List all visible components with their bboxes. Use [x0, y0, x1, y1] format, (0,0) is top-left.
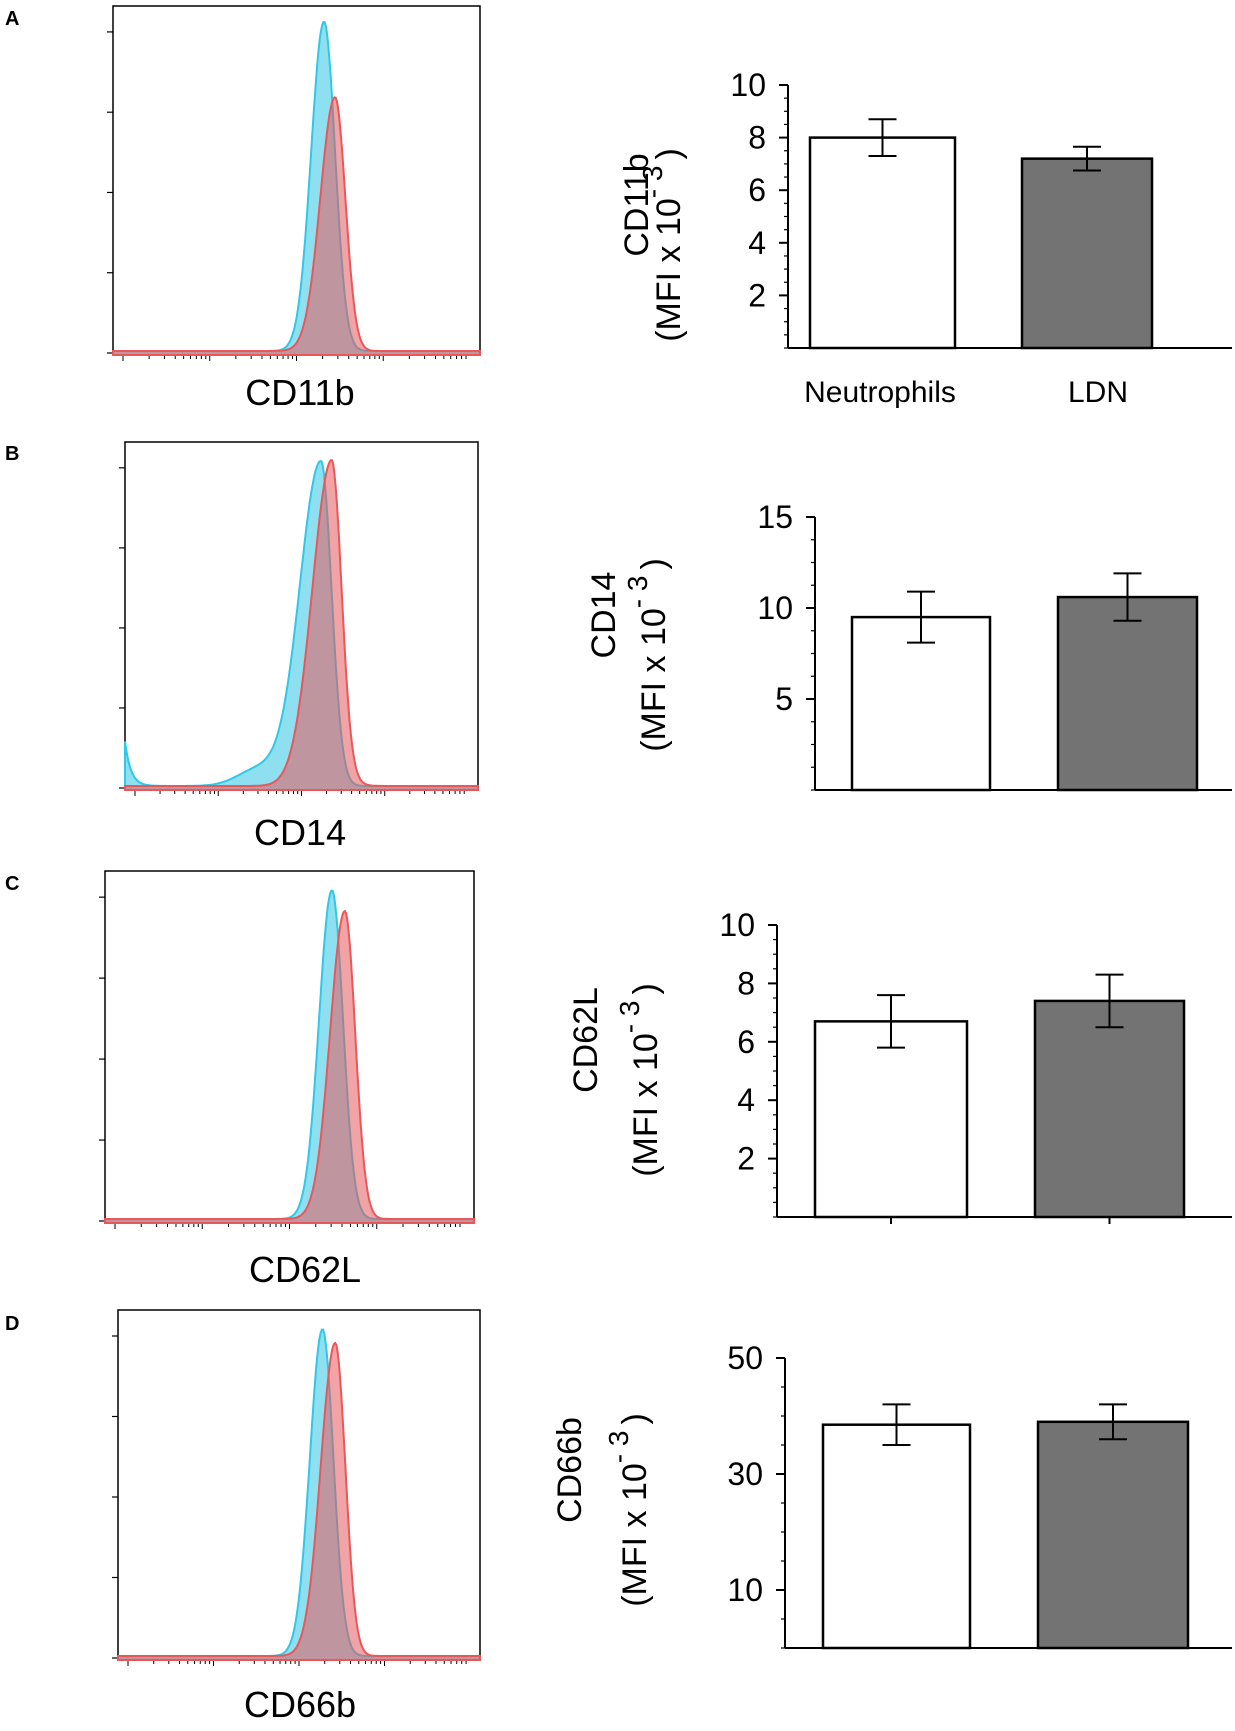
y-axis-label-units: (MFI x 10- 3) [614, 983, 665, 1177]
y-axis-label-units-text: (MFI x 10 [635, 608, 673, 752]
y-axis-label-close: ) [627, 983, 665, 994]
y-tick-label: 5 [775, 681, 793, 717]
y-axis-label-exponent: - 3 [603, 1431, 634, 1464]
histogram-frame [112, 5, 481, 356]
y-axis-label: CD66b [551, 1417, 589, 1523]
ldn-bar [1056, 595, 1199, 792]
y-tick-label: 30 [727, 1456, 763, 1492]
y-tick-label: 4 [748, 225, 766, 261]
y-axis-label: CD62L [567, 987, 605, 1093]
y-axis-label-units-text: (MFI x 10 [616, 1463, 654, 1607]
y-axis-label-close: ) [616, 1413, 654, 1424]
y-tick-label: 2 [748, 277, 766, 313]
y-axis-label-exponent: - 3 [637, 166, 668, 199]
histogram-x-label: CD62L [249, 1249, 361, 1290]
panel-b: B CD14 [5, 441, 479, 853]
histogram-x-label: CD14 [254, 812, 346, 853]
panel-c: C CD62L [5, 870, 475, 1290]
y-axis-label-units-text: (MFI x 10 [627, 1033, 665, 1177]
y-axis-label-exponent: - 3 [614, 1001, 645, 1034]
histogram: CD62L [99, 870, 475, 1290]
histogram: CD14 [119, 441, 479, 853]
histogram-frame [104, 870, 475, 1224]
y-tick-label: 2 [737, 1141, 755, 1177]
ldn-histogram [117, 1341, 481, 1661]
ldn-bar [1033, 999, 1186, 1219]
y-axis-label-exponent: - 3 [622, 576, 653, 609]
histogram-x-label: CD11b [245, 372, 354, 413]
neutrophils-bar [821, 1423, 972, 1650]
neutrophils-bar [850, 615, 992, 792]
y-tick-label: 10 [730, 67, 766, 103]
neutrophils-bar [813, 1020, 969, 1219]
y-tick-label: 8 [748, 120, 766, 156]
histogram: CD66b [112, 1309, 481, 1725]
y-tick-label: 10 [757, 590, 793, 626]
y-axis-label-units: (MFI x 10- 3) [603, 1413, 654, 1607]
y-axis-label-close: ) [635, 558, 673, 569]
y-axis-label-units-text: (MFI x 10 [650, 198, 688, 342]
neutrophils-bar [808, 136, 957, 350]
y-axis-label-close: ) [650, 148, 688, 159]
y-tick-label: 15 [757, 499, 793, 535]
ldn-bar [1020, 157, 1154, 350]
y-tick-label: 6 [737, 1024, 755, 1060]
category-label: LDN [1068, 376, 1128, 409]
bar-chart-a: 2 4 6 8 10 Neutrophils LDN CD11b(MFI x 10- 3) [618, 67, 1232, 409]
category-label: Neutrophils [804, 376, 956, 409]
y-tick-label: 10 [727, 1572, 763, 1608]
y-axis-label: CD11b [618, 153, 656, 256]
bar-chart-d: 10 30 50 CD66b (MFI x 10- 3) [551, 1340, 1232, 1650]
ldn-histogram [104, 909, 475, 1224]
panel-letter: B [5, 443, 19, 465]
y-tick-label: 10 [719, 907, 755, 943]
panel-letter: D [5, 1313, 19, 1335]
y-tick-label: 50 [727, 1340, 763, 1376]
histogram-x-label: CD66b [244, 1684, 356, 1725]
y-tick-label: 8 [737, 965, 755, 1001]
y-tick-label: 4 [737, 1082, 755, 1118]
histogram: CD11b [107, 5, 481, 413]
panel-d: D CD66b [5, 1309, 481, 1725]
y-axis-label-units: (MFI x 10- 3) [622, 558, 673, 752]
y-axis-label-units: (MFI x 10- 3) [637, 148, 688, 342]
panel-letter: A [5, 8, 19, 30]
y-tick-label: 6 [748, 172, 766, 208]
ldn-bar [1036, 1420, 1190, 1650]
y-axis-label: CD14 [585, 572, 623, 659]
ldn-histogram [124, 459, 479, 791]
ldn-histogram [112, 96, 481, 356]
panel-a: A CD11b [5, 5, 481, 413]
panel-letter: C [5, 873, 19, 895]
